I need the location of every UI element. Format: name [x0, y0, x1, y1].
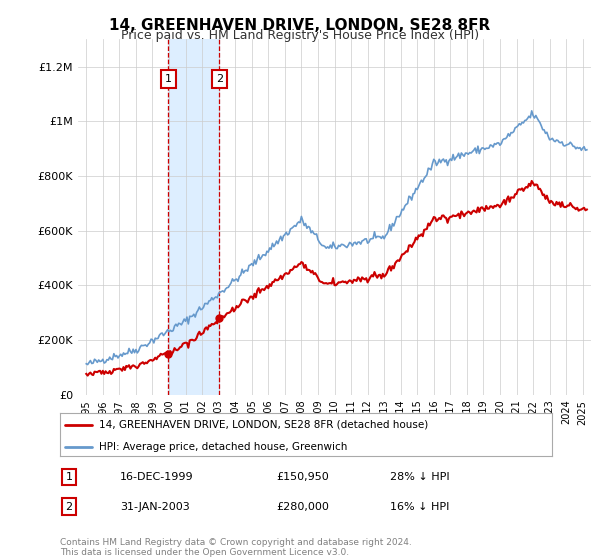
Text: 2: 2: [65, 502, 73, 512]
Text: 1: 1: [165, 74, 172, 84]
Text: 2: 2: [216, 74, 223, 84]
Bar: [169, 39, 220, 395]
Text: Price paid vs. HM Land Registry's House Price Index (HPI): Price paid vs. HM Land Registry's House …: [121, 29, 479, 42]
Text: 16% ↓ HPI: 16% ↓ HPI: [390, 502, 449, 512]
Text: 16-DEC-1999: 16-DEC-1999: [120, 472, 194, 482]
Text: HPI: Average price, detached house, Greenwich: HPI: Average price, detached house, Gree…: [100, 442, 348, 452]
Text: £150,950: £150,950: [276, 472, 329, 482]
Text: 28% ↓ HPI: 28% ↓ HPI: [390, 472, 449, 482]
Text: £280,000: £280,000: [276, 502, 329, 512]
Text: Contains HM Land Registry data © Crown copyright and database right 2024.
This d: Contains HM Land Registry data © Crown c…: [60, 538, 412, 557]
Text: 14, GREENHAVEN DRIVE, LONDON, SE28 8FR: 14, GREENHAVEN DRIVE, LONDON, SE28 8FR: [109, 18, 491, 33]
Text: 31-JAN-2003: 31-JAN-2003: [120, 502, 190, 512]
Text: 14, GREENHAVEN DRIVE, LONDON, SE28 8FR (detached house): 14, GREENHAVEN DRIVE, LONDON, SE28 8FR (…: [100, 420, 428, 430]
Text: 1: 1: [65, 472, 73, 482]
